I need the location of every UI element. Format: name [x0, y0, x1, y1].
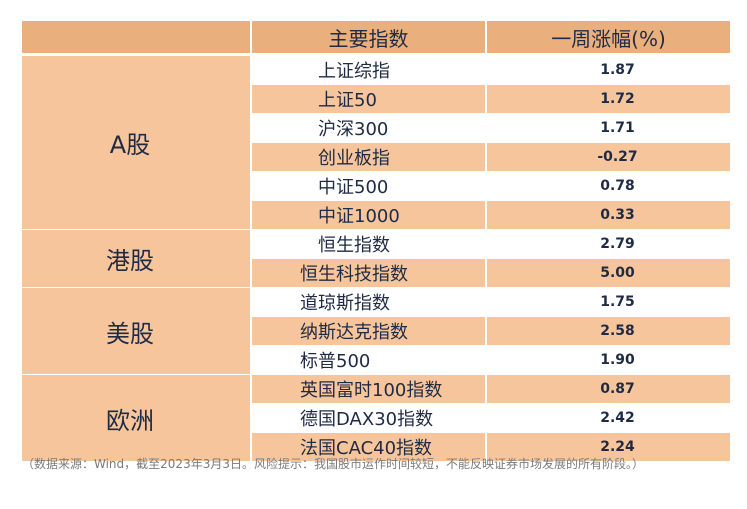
index-weekly-change-table: 主要指数 一周涨幅(%) A股 港股 美股 欧洲 上证综指 1.87 上证50 … [22, 21, 730, 461]
index-change-value: 0.78 [487, 172, 730, 200]
index-change-value: 2.79 [487, 230, 730, 258]
index-name: 标普500 [252, 346, 485, 374]
index-change-value: 2.24 [487, 433, 730, 461]
index-name: 上证50 [252, 85, 485, 113]
index-name: 恒生指数 [252, 230, 485, 258]
index-change-value: 0.33 [487, 201, 730, 229]
index-change-value: 1.72 [487, 85, 730, 113]
index-name: 沪深300 [252, 114, 485, 142]
index-name: 中证500 [252, 172, 485, 200]
index-name: 英国富时100指数 [252, 375, 485, 403]
index-change-value: 1.75 [487, 288, 730, 316]
index-change-value: 2.42 [487, 404, 730, 432]
region-hong-kong: 港股 [22, 230, 250, 287]
index-name: 创业板指 [252, 143, 485, 171]
index-name: 道琼斯指数 [252, 288, 485, 316]
index-name: 上证综指 [252, 56, 485, 84]
header-index-label: 主要指数 [252, 21, 485, 55]
region-a-shares: A股 [22, 56, 250, 229]
source-and-risk-note: （数据来源：Wind，截至2023年3月3日。风险提示：我国股市运作时间较短，不… [22, 457, 644, 471]
region-europe: 欧洲 [22, 375, 250, 461]
index-change-value: 5.00 [487, 259, 730, 287]
index-change-value: 1.87 [487, 56, 730, 84]
index-name: 恒生科技指数 [252, 259, 485, 287]
index-name: 纳斯达克指数 [252, 317, 485, 345]
index-change-value: 1.90 [487, 346, 730, 374]
index-change-value: 2.58 [487, 317, 730, 345]
index-name: 德国DAX30指数 [252, 404, 485, 432]
index-change-value: 1.71 [487, 114, 730, 142]
header-change-label: 一周涨幅(%) [487, 21, 730, 55]
index-name: 法国CAC40指数 [252, 433, 485, 461]
header-region-cell [22, 21, 250, 55]
index-change-value: -0.27 [487, 143, 730, 171]
index-change-value: 0.87 [487, 375, 730, 403]
region-us: 美股 [22, 288, 250, 374]
index-name: 中证1000 [252, 201, 485, 229]
